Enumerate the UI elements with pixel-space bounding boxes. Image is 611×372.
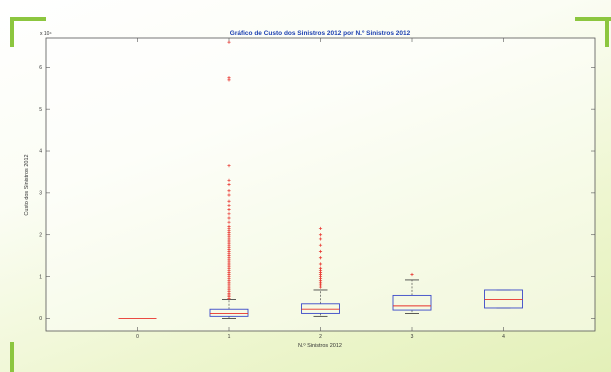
outlier-point [227, 199, 231, 203]
outlier-point [227, 189, 231, 193]
outlier-point [318, 262, 323, 266]
outlier-point [318, 266, 323, 270]
outlier-point [318, 249, 323, 254]
y-tick-label: 2 [39, 232, 42, 238]
box [484, 289, 523, 309]
outlier-point [227, 76, 231, 80]
outlier-point [227, 40, 231, 44]
box-group-4 [484, 289, 523, 309]
x-tick-label: 4 [502, 334, 505, 340]
corner-bracket-top-left-vertical [10, 17, 14, 47]
outlier-point [227, 182, 231, 187]
outlier-point [227, 216, 231, 220]
y-tick-label: 6 [39, 65, 42, 71]
y-tick-label: 1 [39, 274, 42, 280]
y-exponent-label: x 10⁴ [40, 31, 52, 37]
outlier-point [318, 226, 323, 231]
box-group-1 [209, 40, 249, 319]
outlier-point [227, 193, 231, 197]
outlier-point [227, 203, 231, 208]
outlier-point [227, 220, 231, 224]
box [209, 308, 249, 317]
box-group-2 [301, 226, 340, 317]
outlier-point [227, 178, 231, 182]
outlier-point [318, 243, 323, 247]
y-tick-label: 5 [39, 107, 42, 113]
x-tick-label: 3 [411, 334, 414, 340]
corner-bracket-top-left [10, 17, 46, 21]
outlier-point [227, 224, 231, 228]
box [392, 294, 432, 311]
outlier-point [227, 212, 231, 216]
corner-bracket-top-right [575, 17, 611, 21]
outlier-point [227, 164, 231, 168]
y-tick-label: 4 [39, 149, 42, 155]
outlier-point [227, 208, 231, 212]
box-group-3 [392, 272, 432, 314]
outlier-point [410, 272, 414, 277]
outlier-point [318, 256, 323, 260]
box [301, 303, 340, 314]
x-tick-label: 0 [136, 334, 139, 340]
chart-title: Gráfico de Custo dos Sinistros 2012 por … [230, 30, 411, 37]
corner-bracket-bottom-left-vertical [10, 342, 14, 372]
outlier-point [318, 237, 323, 241]
y-axis-label: Custo dos Sinistros 2012 [24, 154, 30, 215]
x-axis-label: N.º Sinistros 2012 [298, 342, 342, 349]
y-tick-label: 0 [39, 316, 42, 322]
x-tick-label: 2 [319, 334, 322, 340]
y-tick-label: 3 [39, 191, 42, 197]
x-tick-label: 1 [228, 334, 231, 340]
corner-bracket-top-right-vertical [605, 17, 609, 47]
outlier-point [318, 233, 323, 237]
